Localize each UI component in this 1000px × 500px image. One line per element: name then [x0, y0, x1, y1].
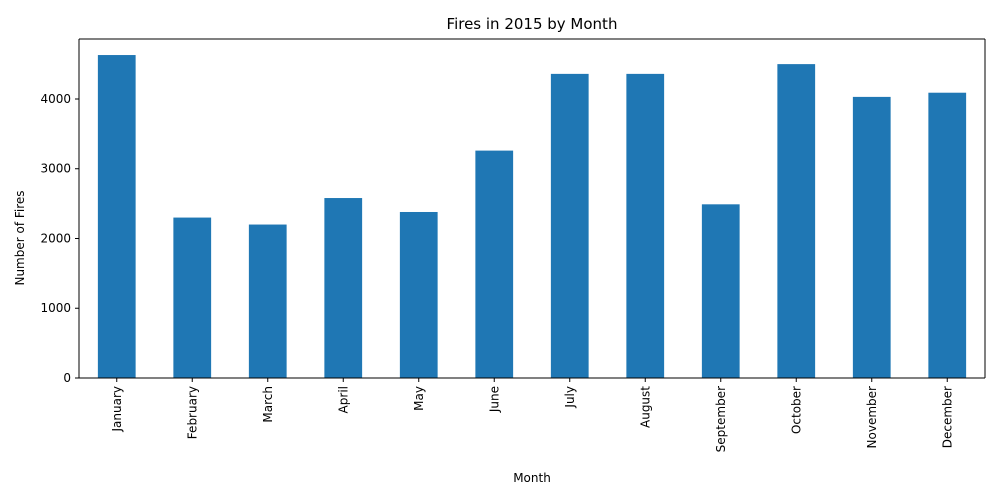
- x-tick-label: February: [185, 386, 199, 439]
- bar-september: [701, 204, 740, 378]
- x-tick-label: April: [336, 386, 350, 413]
- x-tick-label: September: [714, 386, 728, 452]
- x-tick-label: June: [487, 386, 501, 413]
- x-tick-label: January: [110, 386, 124, 433]
- bar-february: [173, 217, 212, 378]
- y-tick-label: 4000: [40, 92, 71, 106]
- y-tick-label: 3000: [40, 162, 71, 176]
- x-tick-label: August: [638, 386, 652, 428]
- x-tick-label: November: [865, 386, 879, 448]
- x-tick-label: October: [789, 386, 803, 434]
- y-tick-label: 0: [63, 371, 71, 385]
- bar-may: [399, 211, 438, 378]
- y-axis-label: Number of Fires: [13, 190, 27, 285]
- bar-july: [550, 73, 589, 379]
- y-tick-label: 1000: [40, 301, 71, 315]
- x-tick-label: March: [261, 386, 275, 423]
- x-tick-label: December: [940, 386, 954, 448]
- x-axis-label: Month: [513, 471, 551, 485]
- bar-october: [777, 64, 816, 378]
- bar-august: [626, 73, 665, 379]
- bar-june: [475, 150, 514, 378]
- bar-march: [248, 224, 287, 378]
- bar-january: [97, 55, 136, 378]
- bar-december: [928, 92, 967, 379]
- x-tick-label: July: [563, 386, 577, 409]
- x-tick-label: May: [412, 386, 426, 411]
- chart-title: Fires in 2015 by Month: [447, 15, 618, 33]
- x-axis: January February March April May June July Augu…: [79, 38, 985, 452]
- plot-area: [97, 55, 967, 379]
- bar-april: [324, 198, 363, 378]
- y-tick-label: 2000: [40, 231, 71, 245]
- y-axis: 0 1000 2000 3000 4000: [40, 39, 986, 385]
- bar-november: [852, 96, 891, 378]
